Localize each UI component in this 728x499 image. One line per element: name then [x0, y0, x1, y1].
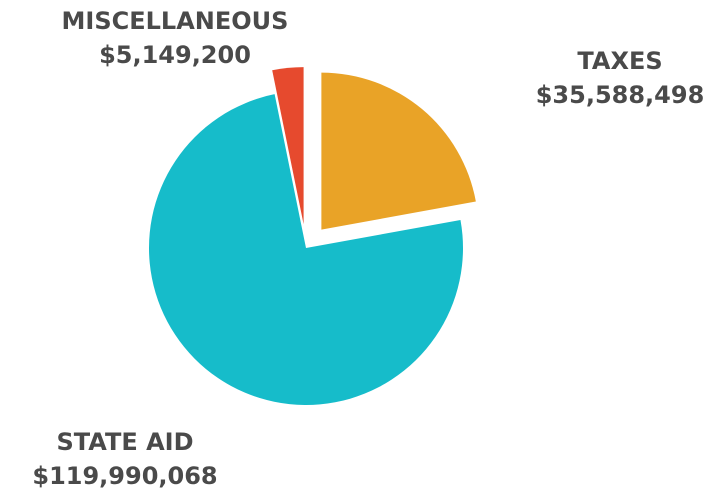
pie-slice-state-aid [149, 94, 464, 406]
pie-slice-miscellaneous [272, 67, 304, 225]
category-label-state-aid: STATE AID [56, 428, 194, 456]
value-label-state-aid: $119,990,068 [32, 462, 218, 490]
category-label-miscellaneous: MISCELLANEOUS [61, 7, 289, 35]
category-label-taxes: TAXES [577, 47, 663, 75]
value-label-taxes: $35,588,498 [535, 81, 705, 109]
value-label-miscellaneous: $5,149,200 [99, 41, 251, 69]
slice-label-miscellaneous: MISCELLANEOUS $5,149,200 [20, 4, 330, 72]
slice-label-taxes: TAXES $35,588,498 [505, 44, 728, 112]
slice-label-state-aid: STATE AID $119,990,068 [0, 425, 250, 493]
pie-slice-taxes [321, 72, 476, 230]
pie-slices [149, 67, 476, 406]
